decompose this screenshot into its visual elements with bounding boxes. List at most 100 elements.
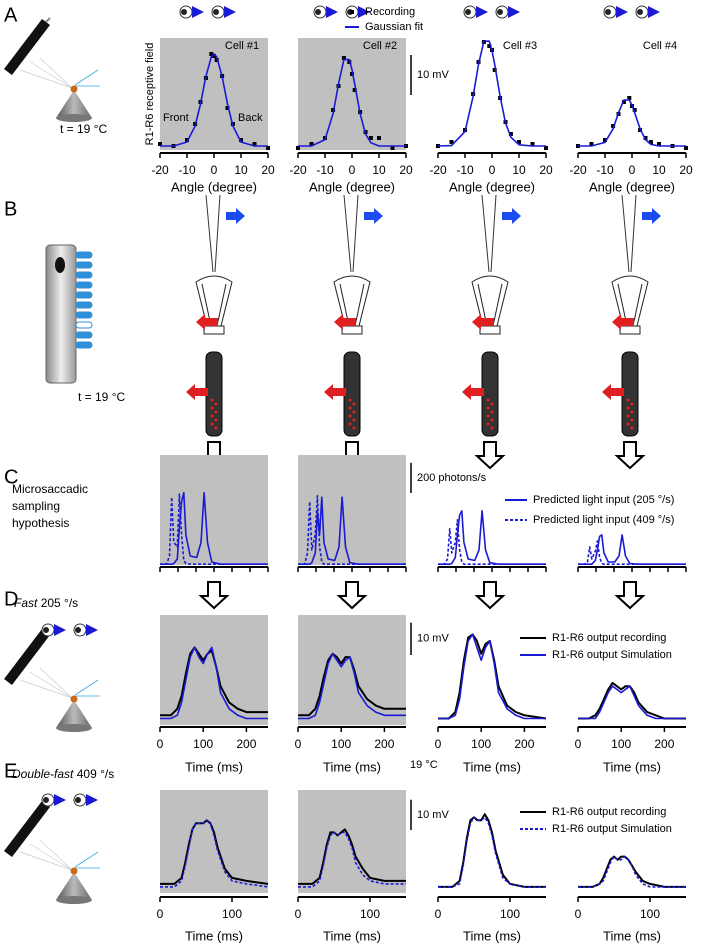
fly — [70, 85, 78, 93]
data-point — [185, 138, 189, 142]
photon-dot — [210, 422, 214, 426]
rhabdomere — [621, 351, 639, 437]
direction-icon — [86, 624, 98, 636]
electrode — [205, 194, 214, 273]
electrode — [343, 194, 352, 273]
x-tick-label: 200 — [514, 737, 534, 751]
motion-arrow — [642, 208, 661, 224]
lens — [611, 275, 649, 327]
data-line — [298, 496, 406, 565]
direction-icon — [86, 794, 98, 806]
data-line — [160, 819, 269, 888]
annotation: Front — [163, 112, 189, 124]
photon-dot — [210, 406, 214, 410]
x-axis-label: Time (ms) — [323, 759, 381, 774]
data-point — [341, 56, 346, 60]
x-tick-label: 100 — [360, 907, 380, 921]
scale-bar-label: 10 mV — [417, 69, 449, 81]
x-tick-label: 10 — [652, 163, 666, 177]
x-tick-label: 100 — [500, 907, 520, 921]
data-point — [487, 44, 492, 48]
direction-icon — [508, 6, 520, 18]
x-tick-label: 200 — [236, 737, 256, 751]
motion-arrow — [612, 314, 634, 330]
chart-title: Cell #1 — [225, 40, 259, 52]
data-line — [160, 646, 268, 720]
device-tab — [75, 321, 93, 329]
x-tick-label: 200 — [374, 737, 394, 751]
data-line — [578, 534, 686, 565]
photon-dot — [214, 418, 218, 422]
legend-label: Predicted light input (409 °/s) — [533, 514, 674, 526]
light-ray — [29, 843, 73, 871]
lens — [195, 275, 233, 327]
data-point — [530, 142, 535, 146]
photon-dot — [486, 414, 490, 418]
rhabdomere — [343, 351, 361, 437]
plot-background — [298, 455, 406, 565]
data-line — [578, 681, 686, 720]
pipette — [4, 18, 50, 76]
panel-label: D — [4, 588, 18, 610]
x-tick-label: 0 — [489, 163, 496, 177]
y-axis-label: R1-R6 receptive field — [144, 43, 156, 146]
data-point — [684, 146, 688, 150]
data-point — [390, 146, 395, 150]
x-tick-label: -10 — [178, 163, 196, 177]
legend-label: Predicted light input (205 °/s) — [533, 494, 674, 506]
speed-name: Fast — [14, 596, 38, 610]
light-ray — [19, 851, 73, 871]
rhabdomere — [205, 351, 223, 437]
fly — [70, 695, 78, 703]
eye-pupil — [465, 9, 471, 15]
direction-icon — [192, 6, 204, 18]
direction-icon — [224, 6, 236, 18]
photon-dot — [352, 426, 356, 430]
x-axis-label: Time (ms) — [463, 928, 521, 943]
x-tick-label: -20 — [151, 163, 169, 177]
light-ray — [39, 667, 73, 699]
x-axis-label: Angle (degree) — [171, 179, 257, 194]
x-tick-label: 10 — [372, 163, 386, 177]
data-line — [160, 491, 268, 565]
temperature: t = 19 °C — [60, 122, 107, 136]
lens-stem — [341, 325, 363, 335]
motion-arrow — [196, 314, 218, 330]
legend-marker — [350, 10, 354, 14]
photon-dot — [214, 426, 218, 430]
legend-label: R1-R6 output recording — [552, 632, 666, 644]
photon-dot — [626, 414, 630, 418]
x-tick-label: 0 — [157, 737, 164, 751]
photon-dot — [348, 406, 352, 410]
fly-cone — [56, 700, 92, 728]
x-axis-label: Angle (degree) — [589, 179, 675, 194]
data-point — [657, 142, 661, 146]
electrode — [630, 194, 637, 273]
data-point — [648, 140, 653, 144]
panel-label: A — [4, 4, 18, 26]
annotation: 19 °C — [410, 759, 438, 771]
panel-label: E — [4, 760, 17, 782]
data-line — [578, 855, 686, 888]
data-point — [449, 140, 454, 144]
motion-arrow — [602, 384, 624, 400]
data-line — [298, 831, 406, 888]
hypothesis-text: Microsaccadic — [12, 482, 88, 496]
scale-bar-label: 10 mV — [417, 633, 449, 645]
device-tab — [75, 291, 93, 299]
x-axis-label: Time (ms) — [185, 928, 243, 943]
lens-stem — [619, 325, 641, 335]
data-point — [214, 58, 219, 62]
light-ray — [74, 679, 99, 696]
device-tab — [75, 261, 93, 269]
x-tick-label: -10 — [456, 163, 474, 177]
photon-dot — [626, 406, 630, 410]
legend-label: R1-R6 output recording — [552, 806, 666, 818]
plot-background — [298, 790, 406, 893]
x-tick-label: 100 — [640, 907, 660, 921]
data-point — [239, 138, 243, 142]
photon-dot — [626, 398, 630, 402]
data-line — [298, 652, 406, 717]
